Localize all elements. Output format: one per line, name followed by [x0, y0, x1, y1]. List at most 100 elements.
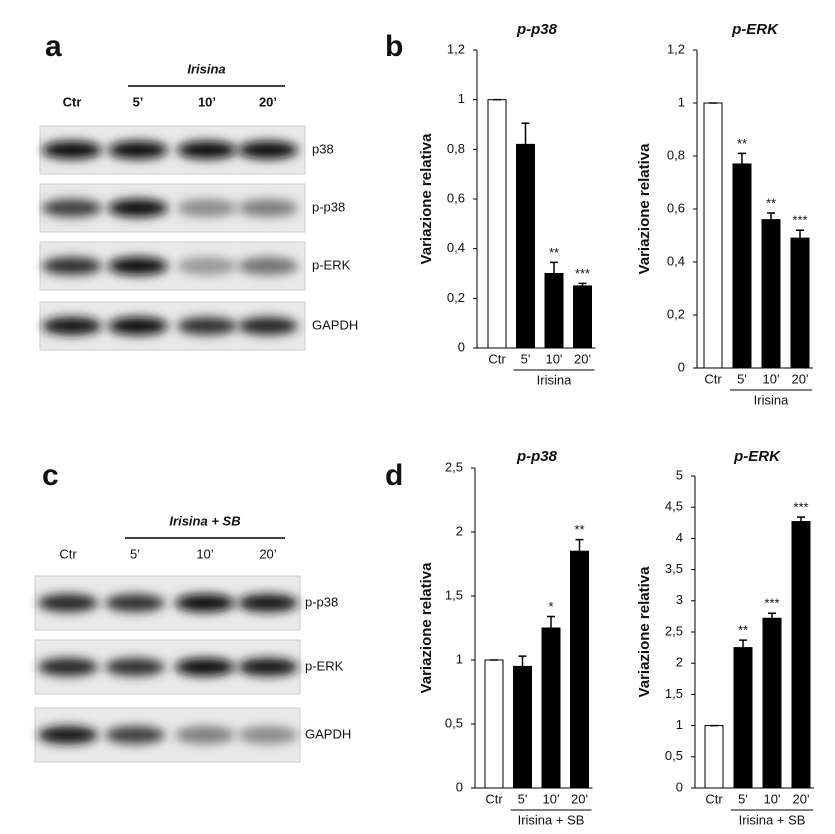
y-tick-label: 2 — [676, 655, 683, 670]
blot-band — [108, 317, 168, 335]
significance: *** — [793, 500, 808, 515]
blot-row-label: GAPDH — [305, 726, 351, 741]
significance: ** — [574, 522, 584, 537]
blot-band — [177, 257, 237, 275]
bar — [516, 143, 535, 349]
blot-band — [42, 317, 102, 335]
error-bar — [547, 615, 555, 628]
blot-row-label: p-ERK — [305, 658, 344, 673]
x-tick-label: Ctr — [705, 791, 723, 806]
blot-band — [177, 317, 237, 335]
y-tick-label: 2,5 — [445, 459, 463, 474]
y-tick-label: 0,8 — [667, 147, 685, 162]
y-tick-label: 0,6 — [447, 190, 465, 205]
x-tick-label: 20' — [792, 371, 809, 386]
y-tick-label: 3 — [676, 592, 683, 607]
lane-label: Ctr — [59, 546, 77, 561]
y-tick-label: 0 — [676, 779, 683, 794]
blot-group-label: Irisina + SB — [169, 513, 240, 528]
y-tick-label: 1 — [456, 651, 463, 666]
x-tick-label: 5' — [521, 351, 531, 366]
blot-band — [238, 726, 298, 744]
blot-band — [38, 726, 98, 744]
group-label: Irisina — [754, 392, 789, 407]
blot-band — [175, 726, 235, 744]
chart-title: p-ERK — [731, 21, 779, 38]
error-bar — [575, 538, 584, 552]
y-tick-label: 0 — [456, 779, 463, 794]
group-label: Irisina — [537, 372, 572, 387]
bar — [541, 627, 561, 789]
y-tick-label: 1 — [676, 717, 683, 732]
blot-row-label: p38 — [312, 141, 334, 156]
y-tick-label: 4 — [676, 530, 683, 545]
x-tick-label: 5' — [737, 371, 747, 386]
group-label: Irisina + SB — [518, 812, 585, 827]
bar — [513, 665, 532, 789]
error-bar — [739, 639, 747, 648]
blot-row-label: p-ERK — [312, 257, 351, 272]
y-tick-label: 5 — [676, 467, 683, 482]
panel-label: c — [42, 459, 59, 492]
y-tick-label: 0,8 — [447, 141, 465, 156]
blot-row-label: p-p38 — [312, 199, 345, 214]
chart-title: p-ERK — [733, 448, 781, 465]
lane-label: 20’ — [259, 94, 277, 109]
y-tick-label: 1,5 — [665, 686, 683, 701]
error-bar — [550, 261, 558, 274]
blot-row-label: GAPDH — [312, 317, 358, 332]
bar — [704, 725, 724, 789]
panel-label: b — [385, 30, 403, 63]
blot-band — [38, 594, 98, 612]
bar — [791, 521, 811, 789]
error-bar — [796, 229, 804, 239]
bar — [732, 163, 752, 369]
blot-band — [42, 257, 102, 275]
lane-label: 10’ — [196, 546, 213, 561]
group-label: Irisina + SB — [739, 812, 806, 827]
bar — [484, 659, 504, 789]
blot-band — [238, 658, 298, 676]
panel-label: d — [385, 459, 403, 492]
y-tick-label: 2 — [456, 523, 463, 538]
y-tick-label: 3,5 — [665, 561, 683, 576]
lane-label: 5’ — [130, 546, 140, 561]
x-tick-label: Ctr — [488, 351, 506, 366]
chart-title: p-p38 — [516, 21, 558, 38]
blot-band — [238, 317, 298, 335]
blot-band — [238, 257, 298, 275]
y-tick-label: 1 — [678, 94, 685, 109]
x-tick-label: 10' — [763, 371, 780, 386]
y-tick-label: 1 — [458, 91, 465, 106]
blot-band — [177, 199, 237, 217]
error-bar — [767, 212, 775, 220]
y-tick-label: 0,5 — [445, 715, 463, 730]
significance: *** — [575, 266, 590, 281]
blot-band — [238, 199, 298, 217]
y-tick-label: 1,2 — [667, 41, 685, 56]
y-axis-label: Variazione relativa — [636, 566, 653, 698]
blot-band — [238, 594, 298, 612]
x-tick-label: Ctr — [485, 791, 503, 806]
y-tick-label: 0,6 — [667, 200, 685, 215]
x-tick-label: 5' — [518, 791, 528, 806]
blot-band — [238, 141, 298, 159]
significance: ** — [549, 245, 559, 260]
significance: ** — [737, 136, 747, 151]
error-bar — [797, 516, 805, 522]
y-tick-label: 0,2 — [667, 306, 685, 321]
x-tick-label: 20' — [793, 791, 810, 806]
blot-band — [177, 141, 237, 159]
error-bar — [738, 152, 746, 164]
blot-band — [105, 594, 165, 612]
bar — [703, 102, 723, 369]
chart-title: p-p38 — [516, 448, 558, 465]
y-tick-label: 4,5 — [665, 499, 683, 514]
y-tick-label: 0,4 — [447, 240, 465, 255]
y-tick-label: 2,5 — [665, 623, 683, 638]
error-bar — [578, 282, 587, 286]
significance: ** — [738, 623, 748, 638]
lane-label: 20’ — [259, 546, 276, 561]
y-axis-label: Variazione relativa — [636, 143, 653, 275]
x-tick-label: 5' — [738, 791, 748, 806]
